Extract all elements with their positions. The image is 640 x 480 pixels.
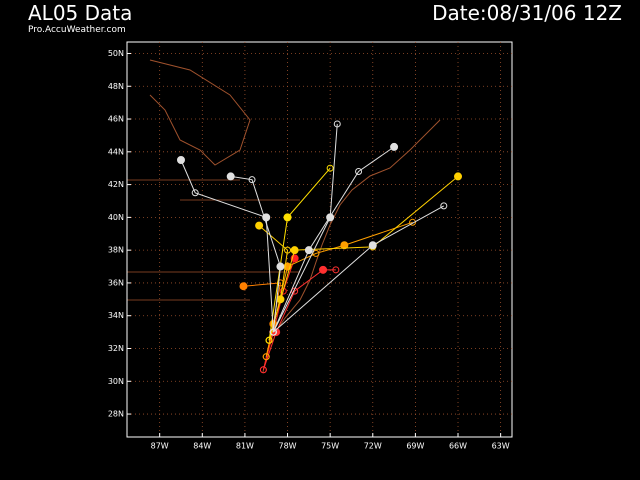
y-tick-label: 32N	[108, 344, 124, 353]
y-tick-label: 50N	[108, 49, 124, 58]
x-tick-label: 63W	[492, 442, 510, 451]
track-point	[390, 142, 399, 151]
track-point	[248, 176, 256, 184]
source: Pro.AccuWeather.com	[28, 25, 126, 35]
y-tick-label: 44N	[108, 147, 124, 156]
track-point	[269, 328, 277, 336]
date: Date:08/31/06 12Z	[432, 1, 622, 25]
track	[268, 176, 459, 341]
x-tick-label: 69W	[406, 442, 424, 451]
track	[262, 258, 296, 370]
y-tick-label: 48N	[108, 82, 124, 91]
track-point	[265, 336, 273, 344]
track-point	[176, 156, 185, 165]
track-point	[279, 287, 287, 295]
track-point	[368, 241, 377, 250]
track-point	[440, 202, 448, 210]
x-tick-label: 72W	[364, 442, 382, 451]
track-point	[262, 353, 270, 361]
y-tick-label: 34N	[108, 311, 124, 320]
track-point	[304, 246, 313, 255]
x-tick-label: 78W	[278, 442, 296, 451]
y-tick-label: 46N	[108, 115, 124, 124]
track	[272, 146, 395, 333]
track-point	[239, 282, 248, 291]
track-point	[340, 241, 349, 250]
track-point	[312, 249, 320, 257]
x-tick-label: 81W	[236, 442, 254, 451]
state-borders	[127, 179, 300, 301]
track-point	[409, 218, 417, 226]
track-point	[454, 172, 463, 181]
track-point	[259, 366, 267, 374]
plot-frame	[126, 41, 513, 438]
x-tick-label: 84W	[193, 442, 211, 451]
track-point	[276, 262, 285, 271]
y-tick-label: 38N	[108, 246, 124, 255]
x-tick-label: 87W	[151, 442, 169, 451]
track-point	[284, 246, 292, 254]
track-point	[355, 167, 363, 175]
x-tick-label: 66W	[449, 442, 467, 451]
y-tick-label: 30N	[108, 377, 124, 386]
track-point	[333, 120, 341, 128]
track-point	[332, 266, 340, 274]
y-tick-label: 40N	[108, 213, 124, 222]
track-point	[319, 265, 328, 274]
y-tick-label: 36N	[108, 278, 124, 287]
track	[262, 269, 336, 370]
track-point	[283, 213, 292, 222]
y-tick-label: 42N	[108, 180, 124, 189]
lake-outline	[149, 59, 251, 166]
track-point	[226, 172, 235, 181]
track-point	[255, 221, 264, 230]
track-point	[326, 164, 334, 172]
track-point	[262, 213, 271, 222]
y-tick-label: 28N	[108, 410, 124, 419]
track-point	[290, 246, 299, 255]
title: AL05 Data	[28, 1, 132, 25]
x-tick-label: 75W	[321, 442, 339, 451]
track	[180, 159, 274, 333]
track-point	[326, 213, 335, 222]
track-point	[191, 189, 199, 197]
